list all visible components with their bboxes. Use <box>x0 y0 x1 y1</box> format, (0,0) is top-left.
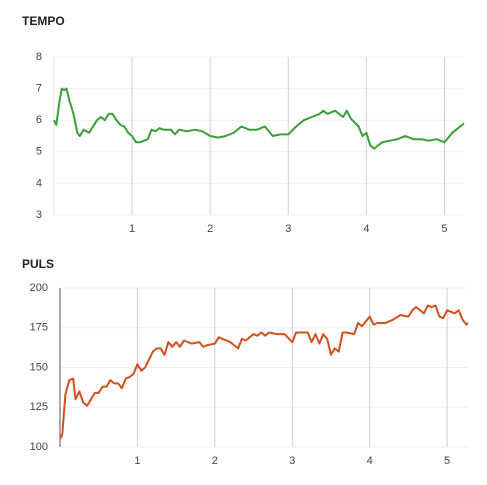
x-tick-label: 1 <box>129 223 135 235</box>
data-line <box>53 87 465 150</box>
y-tick-label: 6 <box>36 114 42 126</box>
x-tick-label: 3 <box>285 223 291 235</box>
x-tick-label: 5 <box>444 455 450 467</box>
y-tick-label: 200 <box>30 282 48 294</box>
y-tick-label: 8 <box>36 51 42 63</box>
x-tick-label: 5 <box>441 223 447 235</box>
x-tick-label: 3 <box>289 455 295 467</box>
x-tick-label: 2 <box>207 223 213 235</box>
chart-title: TEMPO <box>22 14 65 28</box>
y-tick-label: 3 <box>36 209 42 221</box>
x-tick-label: 4 <box>367 455 373 467</box>
y-tick-label: 7 <box>36 83 42 95</box>
data-line <box>59 304 469 440</box>
x-tick-label: 2 <box>212 455 218 467</box>
x-tick-label: 4 <box>363 223 369 235</box>
chart-title: PULS <box>22 257 54 271</box>
y-tick-label: 4 <box>36 177 42 189</box>
y-tick-label: 175 <box>30 322 48 334</box>
y-tick-label: 5 <box>36 146 42 158</box>
y-tick-label: 100 <box>30 441 48 453</box>
y-tick-label: 125 <box>30 401 48 413</box>
x-tick-label: 1 <box>134 455 140 467</box>
y-tick-label: 150 <box>30 361 48 373</box>
